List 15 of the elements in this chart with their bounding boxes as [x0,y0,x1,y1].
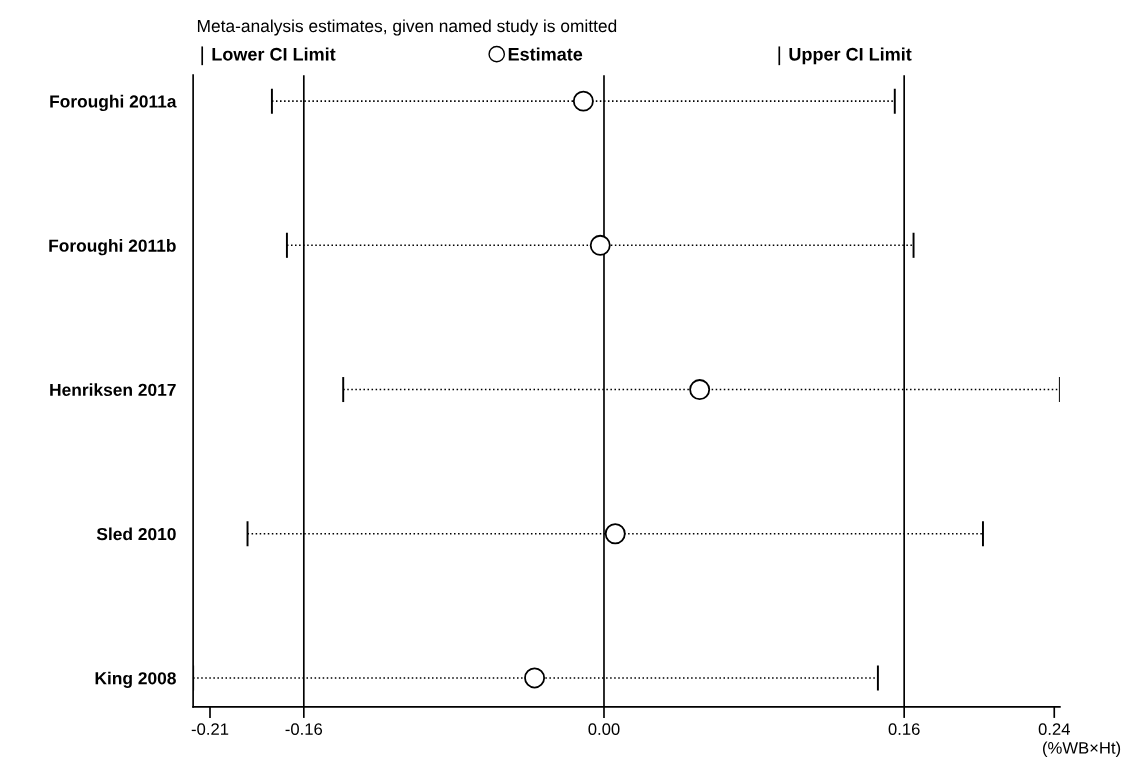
y-tick-label: Sled 2010 [96,527,176,541]
text: Lower CI Limit [212,47,336,61]
y-tick-label: King 2008 [95,671,176,688]
x-tick-label: 0.24 [1038,723,1070,736]
x-tick-label: 0.16 [888,723,920,736]
y-tick-label: Henriksen 2017 [50,383,176,397]
legend-label: Estimate [508,47,583,61]
x-tick-label: -0.16 [285,723,323,736]
x-axis-title: (%WB×Ht) [1043,741,1121,758]
text: Upper CI Limit [789,47,912,65]
y-tick-label: Foroughi 2011b [49,239,176,256]
x-tick-label: -0.21 [191,723,229,736]
y-tick-label: Foroughi 2011a [50,94,177,112]
x-tick-label: 0.00 [588,723,620,736]
chart-title: Meta-analysis estimates, given named study is omitted [197,19,617,36]
